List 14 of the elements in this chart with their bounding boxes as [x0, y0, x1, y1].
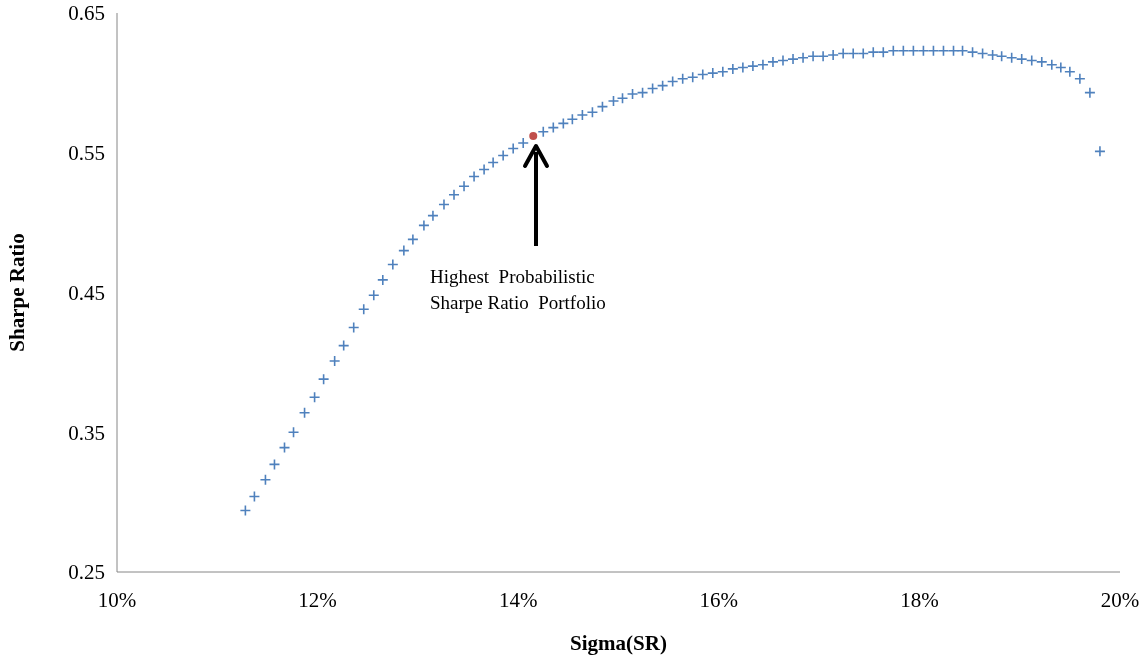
x-tick-label: 12%: [298, 588, 337, 612]
x-tick-label: 20%: [1100, 588, 1140, 612]
annotation: Highest Probabilistic Sharpe Ratio Portfolio: [430, 266, 606, 313]
y-tick-label: 0.65: [68, 1, 105, 26]
x-tick-label: 16%: [699, 588, 739, 612]
y-tick-label: 0.55: [68, 141, 105, 166]
y-tick-label: 0.35: [68, 420, 105, 445]
x-tick-label: 10%: [97, 588, 137, 612]
y-tick-label: 0.45: [68, 280, 105, 305]
y-axis-title: Sharpe Ratio: [5, 233, 29, 352]
x-tick-label: 18%: [900, 588, 939, 612]
x-axis-title: Sigma(SR): [570, 631, 667, 655]
x-tick-label: 14%: [498, 588, 538, 612]
y-tick-label: 0.25: [68, 560, 105, 585]
